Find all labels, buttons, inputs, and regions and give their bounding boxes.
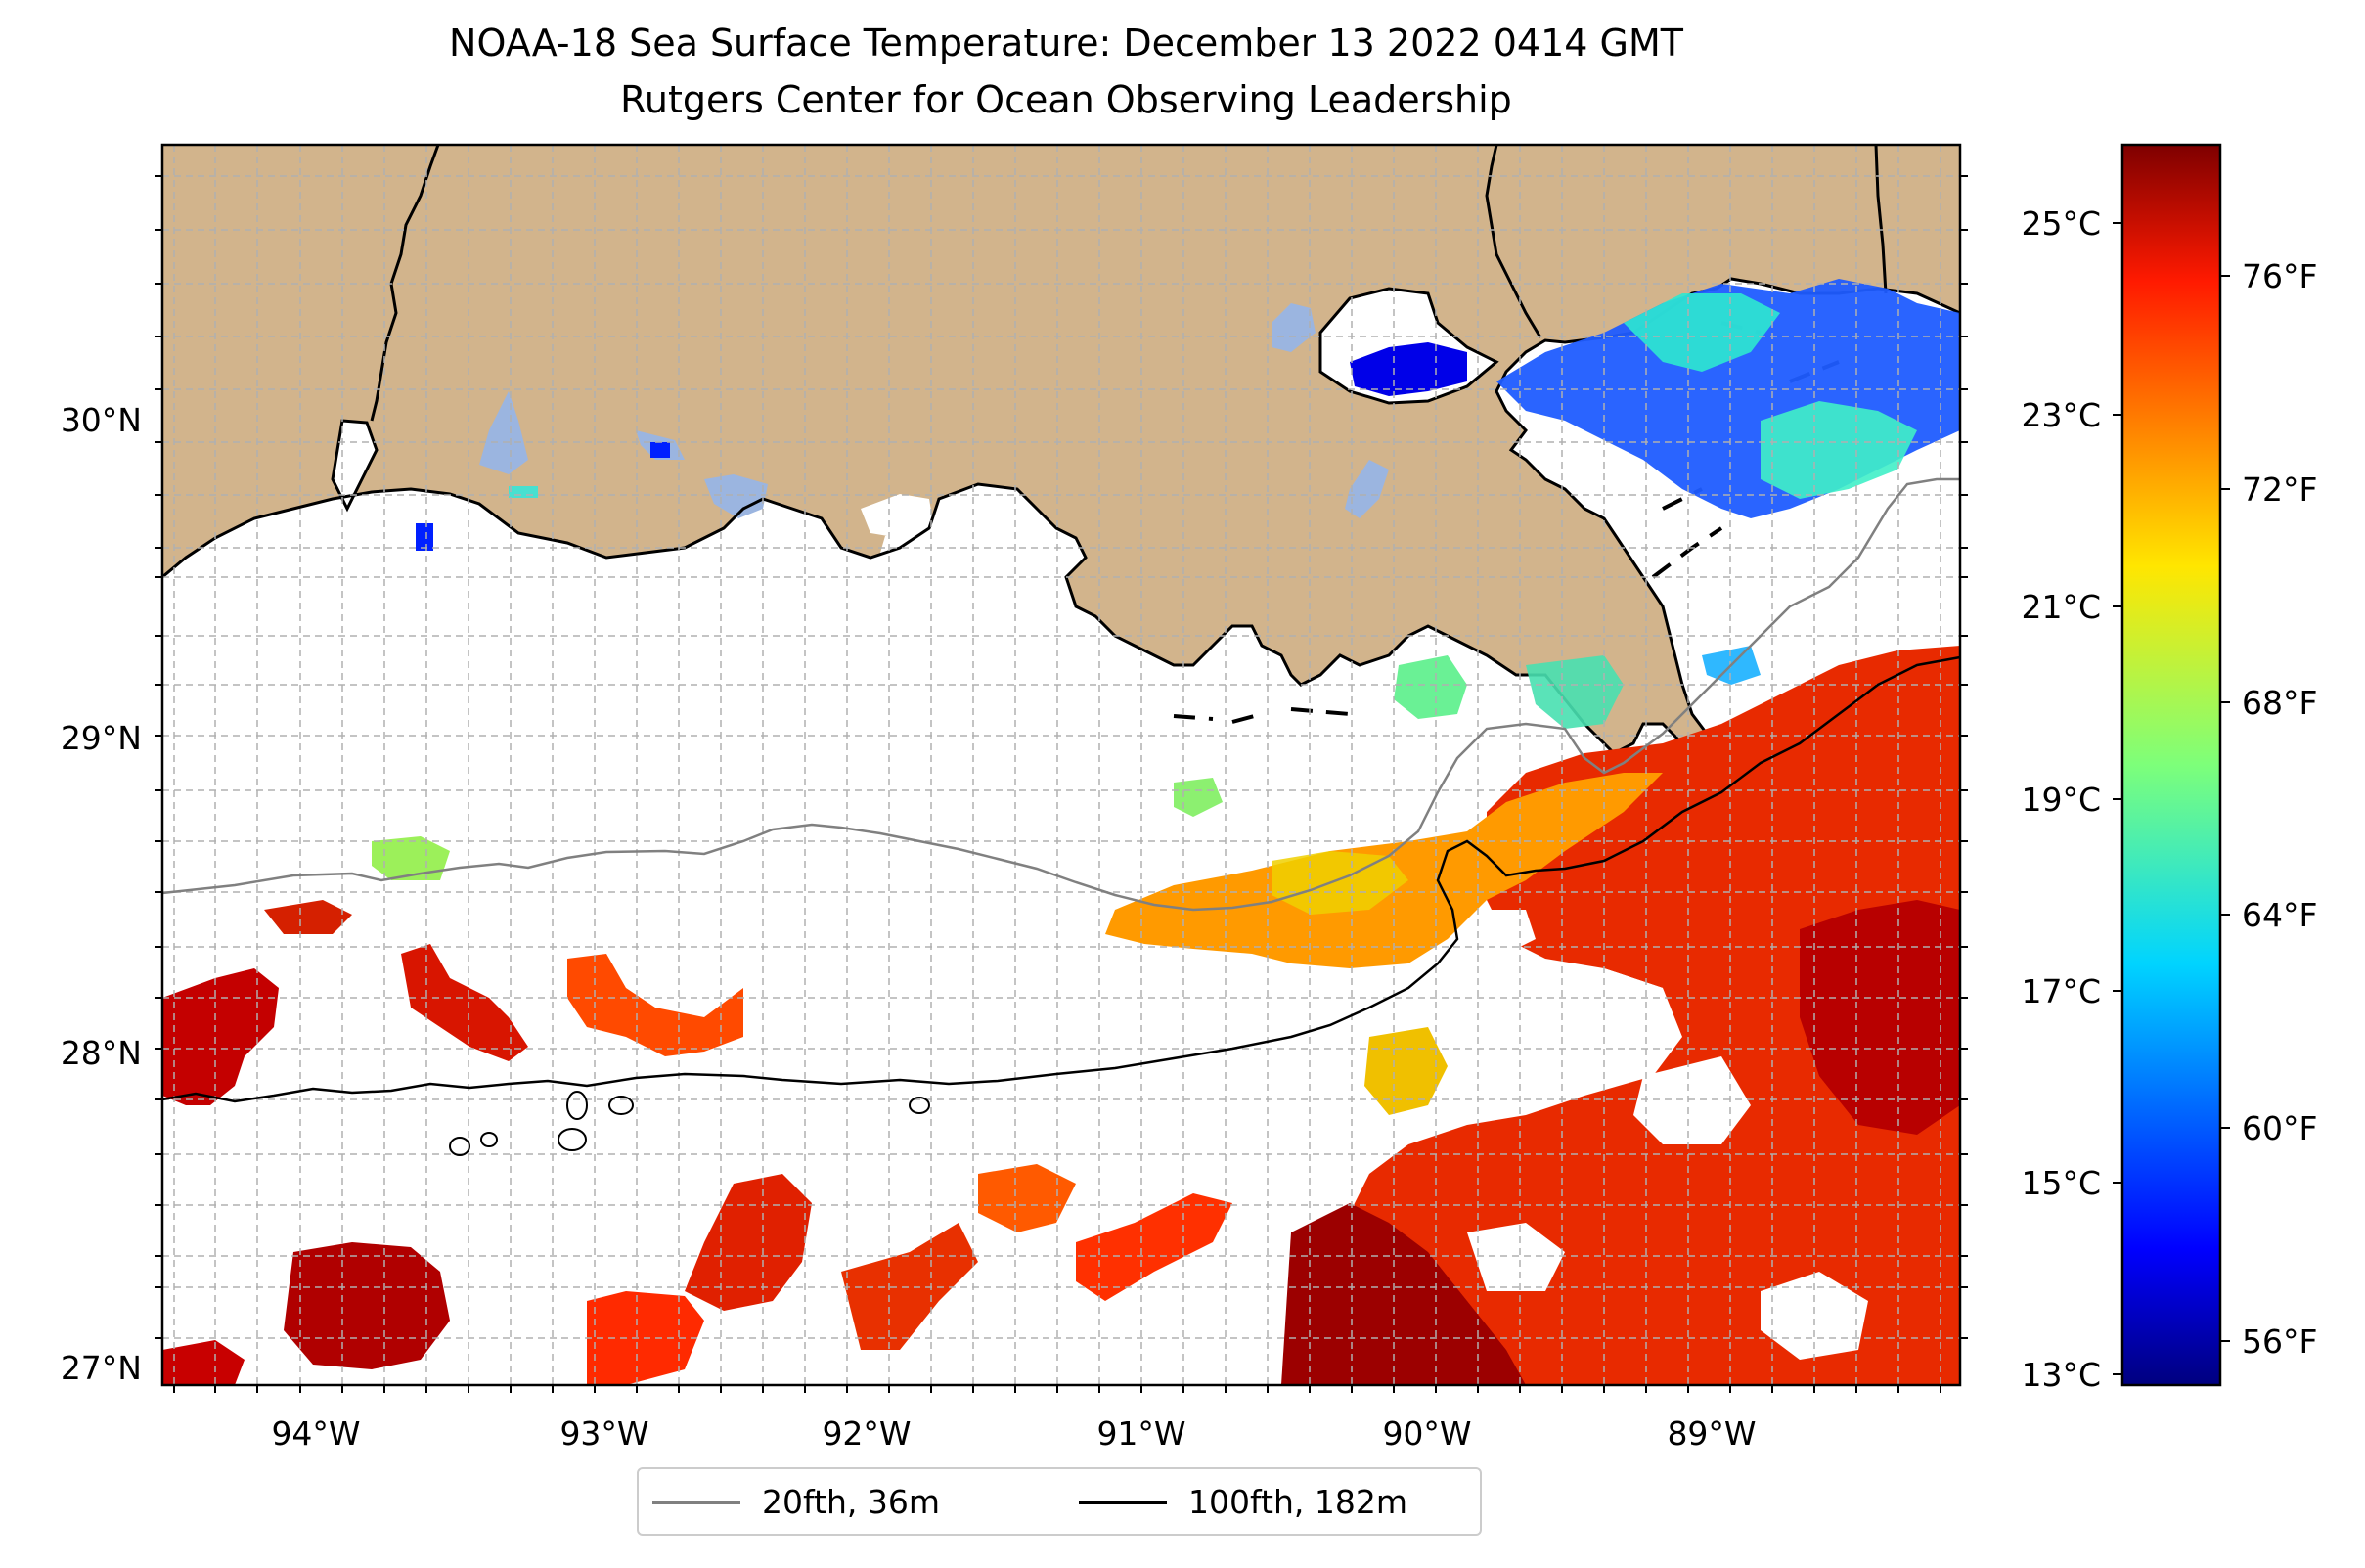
sst-warm-west-5 xyxy=(284,1242,450,1369)
sst-cold-patch-3 xyxy=(1761,401,1917,499)
sst-warm-west-2 xyxy=(401,944,528,1061)
state-border-la-ms xyxy=(1485,145,1542,338)
lake-4 xyxy=(479,391,528,474)
lat-label-30n: 30°N xyxy=(61,401,142,439)
vermilion-bay xyxy=(880,528,939,577)
legend-swatch-100fth xyxy=(1079,1501,1167,1504)
gridlines xyxy=(162,145,1960,1385)
sst-warm-west-9 xyxy=(1076,1193,1232,1301)
state-border-ms-al xyxy=(1874,145,1888,294)
sst-warm-west-11 xyxy=(162,1340,245,1385)
colorbar-ticks xyxy=(2113,222,2230,1375)
lat-label-27n: 27°N xyxy=(61,1349,142,1387)
lat-label-29n: 29°N xyxy=(61,719,142,757)
sst-gap-1 xyxy=(1526,968,1663,1056)
chart-title: NOAA-18 Sea Surface Temperature: Decembe… xyxy=(449,22,1683,65)
sst-cold-dot-2 xyxy=(650,442,670,458)
sst-warm-west-4 xyxy=(567,954,743,1056)
map-frame xyxy=(160,143,1962,1387)
sst-cold-patch-2 xyxy=(1624,293,1780,372)
lake-1 xyxy=(1272,303,1316,352)
sst-cold-patch-5 xyxy=(1394,655,1467,719)
sst-warm-west-8 xyxy=(841,1223,978,1350)
axis-ticks xyxy=(155,175,1968,1393)
legend-entry-20fth: 20fth, 36m xyxy=(652,1483,940,1522)
sst-green-mid xyxy=(1174,778,1223,817)
sst-gap-2 xyxy=(1633,1056,1751,1144)
isobath-100fth xyxy=(161,655,1961,1103)
legend-label-20fth: 20fth, 36m xyxy=(762,1483,940,1521)
lon-label-91w: 91°W xyxy=(1096,1414,1185,1453)
legend-swatch-20fth xyxy=(652,1501,740,1504)
sst-gap-5 xyxy=(1482,910,1536,954)
sst-green-west xyxy=(372,836,450,880)
sst-cold-patch-4 xyxy=(1350,342,1467,396)
legend-entry-100fth: 100fth, 182m xyxy=(1079,1483,1407,1522)
legend: 20fth, 36m 100fth, 182m xyxy=(637,1467,1482,1536)
colorbar xyxy=(2120,143,2222,1387)
sst-warm-west-10 xyxy=(978,1164,1076,1232)
lat-label-28n: 28°N xyxy=(61,1034,142,1072)
colorbar-f-60: 60°F xyxy=(2242,1109,2317,1147)
lon-label-90w: 90°W xyxy=(1382,1414,1471,1453)
colorbar-c-17: 17°C xyxy=(2021,972,2101,1010)
sst-cold-dot-1 xyxy=(416,523,433,551)
colorbar-f-76: 76°F xyxy=(2242,257,2317,295)
atchafalaya-bay xyxy=(861,494,934,538)
sst-cold-patch-6 xyxy=(1526,655,1624,729)
sst-warm-east xyxy=(1281,646,1960,1385)
colorbar-f-56: 56°F xyxy=(2242,1322,2317,1361)
sst-gap-3 xyxy=(1467,1223,1565,1291)
lon-label-92w: 92°W xyxy=(822,1414,911,1453)
colorbar-c-19: 19°C xyxy=(2021,781,2101,819)
lon-label-89w: 89°W xyxy=(1667,1414,1756,1453)
colorbar-c-23: 23°C xyxy=(2021,396,2101,434)
land-mass xyxy=(162,145,1960,753)
sst-yellow-shelf xyxy=(1272,851,1408,915)
chart-subtitle: Rutgers Center for Ocean Observing Leade… xyxy=(620,78,1512,121)
reef-contours xyxy=(449,1091,930,1156)
colorbar-f-72: 72°F xyxy=(2242,470,2317,509)
sst-warm-west-3 xyxy=(264,900,352,934)
colorbar-f-64: 64°F xyxy=(2242,896,2317,934)
lake-2 xyxy=(1345,460,1389,518)
sst-warm-east-dark xyxy=(1281,1203,1526,1385)
sst-cold-dot-3 xyxy=(509,486,538,498)
colorbar-c-15: 15°C xyxy=(2021,1164,2101,1202)
sst-warm-west-1 xyxy=(162,968,279,1105)
sst-warm-west-7 xyxy=(685,1174,812,1311)
lon-label-93w: 93°W xyxy=(559,1414,648,1453)
lon-label-94w: 94°W xyxy=(271,1414,360,1453)
colorbar-c-25: 25°C xyxy=(2021,204,2101,243)
legend-label-100fth: 100fth, 182m xyxy=(1188,1483,1407,1521)
colorbar-f-68: 68°F xyxy=(2242,684,2317,722)
colorbar-c-13: 13°C xyxy=(2021,1356,2101,1394)
colorbar-c-21: 21°C xyxy=(2021,588,2101,626)
isobath-20fth xyxy=(161,477,1960,912)
sst-warm-east-dark-2 xyxy=(1800,900,1960,1135)
